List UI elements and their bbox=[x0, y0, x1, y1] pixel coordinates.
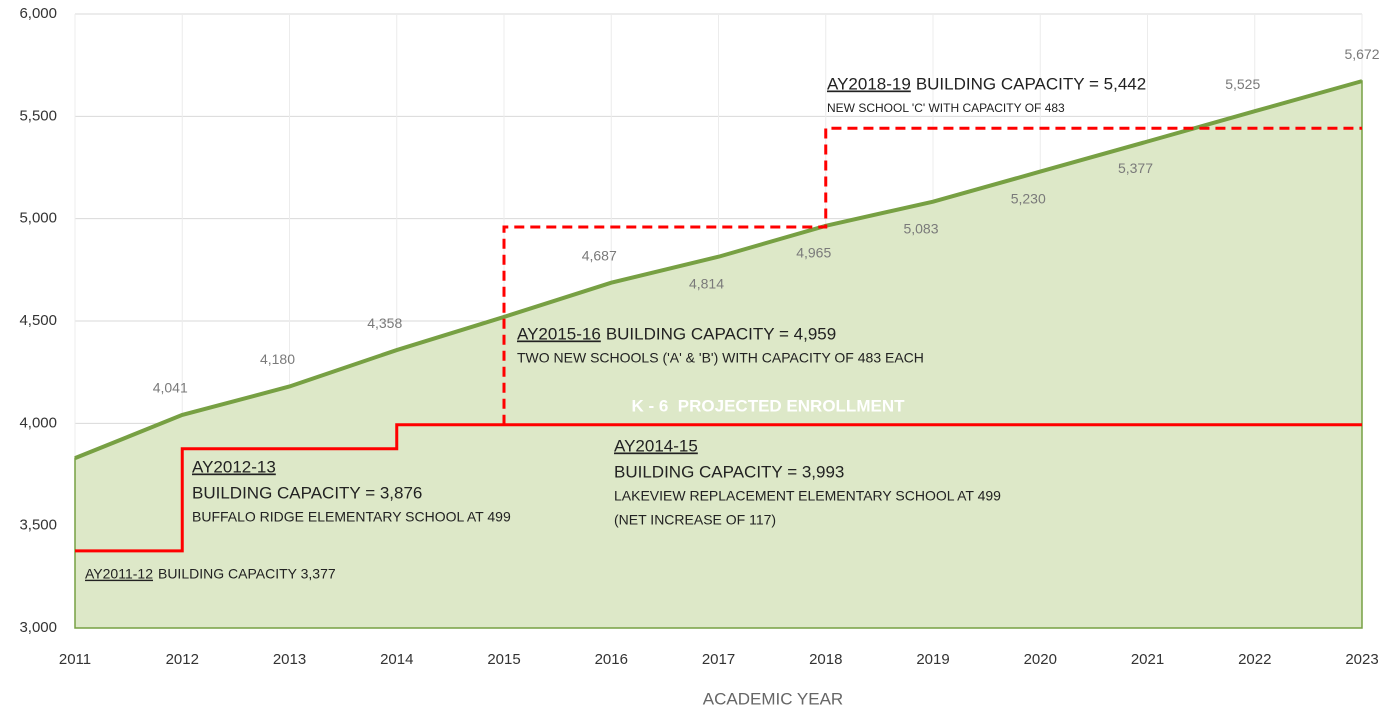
x-tick-label: 2015 bbox=[487, 651, 520, 668]
data-label: 4,180 bbox=[260, 351, 295, 367]
capacity-step bbox=[502, 126, 1362, 425]
y-tick-label: 3,000 bbox=[19, 619, 57, 636]
annotation-text: BUFFALO RIDGE ELEMENTARY SCHOOL AT 499 bbox=[192, 509, 511, 525]
x-tick-label: 2018 bbox=[809, 651, 842, 668]
y-tick-label: 4,500 bbox=[19, 312, 57, 329]
annotation-text: LAKEVIEW REPLACEMENT ELEMENTARY SCHOOL A… bbox=[614, 488, 1001, 504]
x-tick-label: 2017 bbox=[702, 651, 735, 668]
capacity-step bbox=[75, 423, 1362, 553]
y-tick-label: 6,000 bbox=[19, 5, 57, 22]
x-tick-label: 2020 bbox=[1024, 651, 1057, 668]
annotation-text: TWO NEW SCHOOLS ('A' & 'B') WITH CAPACIT… bbox=[517, 350, 924, 366]
annotation-text: BUILDING CAPACITY = 3,993 bbox=[614, 462, 844, 481]
data-label: 5,083 bbox=[903, 220, 938, 236]
data-label: 5,672 bbox=[1344, 46, 1379, 62]
x-tick-label: 2019 bbox=[916, 651, 949, 668]
y-tick-label: 5,500 bbox=[19, 107, 57, 124]
data-label: 4,814 bbox=[689, 275, 724, 291]
annotation-heading: AY2014-15 bbox=[614, 436, 698, 455]
x-tick-label: 2023 bbox=[1345, 651, 1378, 668]
x-tick-label: 2016 bbox=[595, 651, 628, 668]
y-tick-label: 4,000 bbox=[19, 414, 57, 431]
annotation-text: BUILDING CAPACITY = 5,442 bbox=[916, 74, 1146, 93]
annotation-text: NEW SCHOOL 'C' WITH CAPACITY OF 483 bbox=[827, 101, 1065, 115]
annotation-text: BUILDING CAPACITY 3,377 bbox=[158, 566, 336, 582]
annotation-text: (NET INCREASE OF 117) bbox=[614, 512, 776, 528]
line bbox=[74, 79, 1363, 460]
data-label: 4,687 bbox=[582, 247, 617, 263]
annotation-text: BUILDING CAPACITY = 4,959 bbox=[606, 324, 836, 343]
annotation-heading: AY2012-13 bbox=[192, 457, 276, 476]
y-tick-label: 3,500 bbox=[19, 517, 57, 534]
annotation-text: BUILDING CAPACITY = 3,876 bbox=[192, 483, 422, 502]
x-tick-label: 2011 bbox=[59, 651, 91, 668]
x-tick-label: 2021 bbox=[1131, 651, 1164, 668]
data-label: 4,965 bbox=[796, 245, 831, 261]
x-tick-label: 2022 bbox=[1238, 651, 1271, 668]
x-axis-label: ACADEMIC YEAR bbox=[703, 689, 843, 708]
annotation-heading: AY2011-12 bbox=[85, 566, 153, 582]
data-label: 4,358 bbox=[367, 315, 402, 331]
annotation-heading: AY2015-16 bbox=[517, 324, 601, 343]
data-label: 5,230 bbox=[1011, 190, 1046, 206]
x-tick-label: 2013 bbox=[273, 651, 306, 668]
data-label: 5,525 bbox=[1225, 76, 1260, 92]
series-label: K - 6 PROJECTED ENROLLMENT bbox=[632, 396, 906, 415]
x-tick-label: 2012 bbox=[166, 651, 199, 668]
data-label: 5,377 bbox=[1118, 160, 1153, 176]
x-tick-label: 2014 bbox=[380, 651, 413, 668]
y-tick-label: 5,000 bbox=[19, 210, 57, 227]
data-label: 4,041 bbox=[153, 380, 188, 396]
annotation-heading: AY2018-19 bbox=[827, 74, 911, 93]
